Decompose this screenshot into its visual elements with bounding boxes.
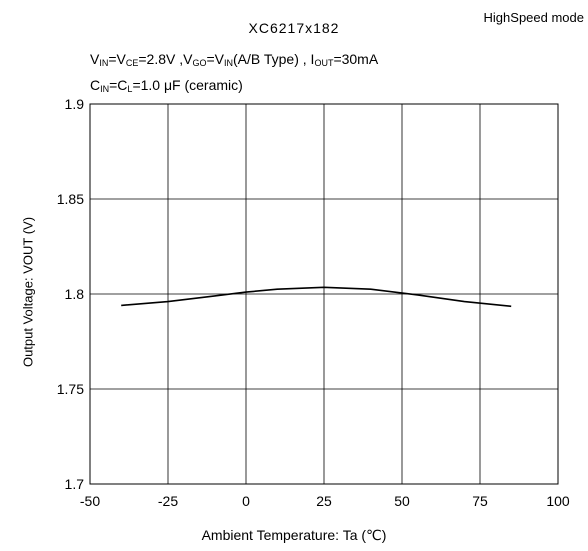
series-line-vout <box>121 286 512 308</box>
chart-title: XC6217x182 <box>248 20 340 36</box>
y-tick-label: 1.8 <box>65 286 85 302</box>
x-tick-label: 25 <box>316 493 332 509</box>
tick-labels: -50 -25 0 25 50 75 100 1.7 1.75 1.8 1.85 1.9 <box>57 96 570 509</box>
x-tick-label: 75 <box>472 493 488 509</box>
x-tick-label: 50 <box>394 493 410 509</box>
y-tick-label: 1.75 <box>57 381 84 397</box>
test-conditions-line-1: VIN=VCE=2.8V ,VGO=VIN(A/B Type) , IOUT=3… <box>90 51 379 68</box>
x-tick-label: 100 <box>546 493 570 509</box>
grid <box>90 104 558 484</box>
mode-label: HighSpeed mode <box>483 10 584 25</box>
x-axis-label: Ambient Temperature: Ta (℃) <box>201 527 387 543</box>
x-tick-label: -50 <box>80 493 100 509</box>
y-tick-label: 1.7 <box>65 476 85 492</box>
plot-frame <box>89 103 559 485</box>
y-tick-label: 1.9 <box>65 96 85 112</box>
x-tick-label: -25 <box>158 493 178 509</box>
series-layer <box>121 286 512 308</box>
y-tick-label: 1.85 <box>57 191 84 207</box>
test-conditions-line-2: CIN=CL=1.0 μF (ceramic) <box>90 77 243 94</box>
x-tick-label: 0 <box>242 493 250 509</box>
